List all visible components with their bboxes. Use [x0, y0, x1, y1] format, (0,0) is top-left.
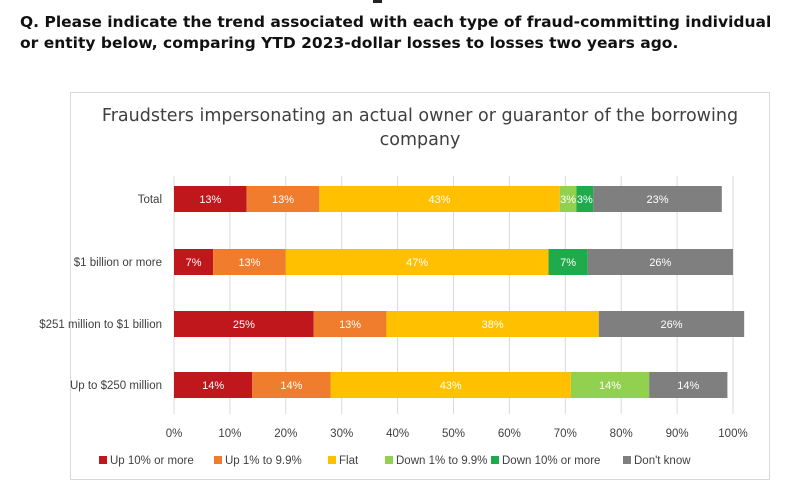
x-tick-label: 70%	[554, 428, 577, 440]
category-label: $251 million to $1 billion	[39, 319, 162, 331]
legend-label: Up 1% to 9.9%	[225, 455, 302, 467]
category-label: Total	[138, 194, 162, 206]
x-tick-label: 20%	[274, 428, 297, 440]
bar-segment-down-10-or-more	[576, 186, 594, 212]
data-label: 43%	[429, 194, 451, 206]
question-text: Q. Please indicate the trend associated …	[20, 13, 772, 52]
data-label: 43%	[440, 380, 462, 392]
bar-segment-up-1-to-9-9	[246, 186, 320, 212]
x-tick-label: 10%	[218, 428, 241, 440]
legend-swatch-flat	[328, 456, 336, 464]
data-label: 13%	[238, 257, 260, 269]
data-label: 3%	[577, 194, 593, 206]
bar-segment-flat	[330, 372, 571, 398]
bar-segment-up-1-to-9-9	[252, 372, 331, 398]
legend-swatch-up-1-to-9-9	[214, 456, 222, 464]
x-tick-label: 90%	[666, 428, 689, 440]
bar-segment-don-t-know	[587, 249, 733, 275]
bar-segment-flat	[285, 249, 549, 275]
category-label: $1 billion or more	[74, 257, 162, 269]
bar-segment-don-t-know	[649, 372, 728, 398]
data-label: 26%	[649, 257, 671, 269]
data-label: 14%	[599, 380, 621, 392]
bar-segment-up-10-or-more	[174, 311, 314, 337]
legend-label: Don't know	[634, 455, 691, 467]
bar-segment-down-1-to-9-9	[570, 372, 650, 398]
data-label: 38%	[482, 319, 504, 331]
category-label: Up to $250 million	[70, 380, 162, 392]
data-label: 14%	[202, 380, 224, 392]
chart-title: Fraudsters impersonating an actual owner…	[101, 106, 739, 150]
bars: 13% 13% 43% 3% 3% 23% 7% 13% 47% 7% 26% 25% 13% 38% 26…	[174, 186, 745, 398]
bar-segment-don-t-know	[593, 186, 722, 212]
legend-label: Down 1% to 9.9%	[396, 455, 487, 467]
x-tick-label: 40%	[386, 428, 409, 440]
data-label: 3%	[560, 194, 576, 206]
bar-segment-up-10-or-more	[174, 186, 247, 212]
data-label: 14%	[677, 380, 699, 392]
x-tick-label: 80%	[610, 428, 633, 440]
bar-segment-up-10-or-more	[174, 372, 253, 398]
bar-segment-down-10-or-more	[548, 249, 588, 275]
legend-swatch-down-10-or-more	[491, 456, 499, 464]
bar-segment-don-t-know	[598, 311, 745, 337]
legend-swatch-don-t-know	[623, 456, 631, 464]
bar-segment-up-1-to-9-9	[313, 311, 387, 337]
legend-swatch-down-1-to-9-9	[385, 456, 393, 464]
x-tick-label: 60%	[498, 428, 521, 440]
legend: Up 10% or more Up 1% to 9.9% Flat Down 1% t…	[99, 455, 691, 467]
data-label: 7%	[186, 257, 202, 269]
category-labels: Total $1 billion or more $251 million to $…	[39, 194, 162, 392]
data-label: 23%	[647, 194, 669, 206]
data-label: 13%	[339, 319, 361, 331]
x-tick-label: 100%	[718, 428, 747, 440]
legend-label: Flat	[339, 455, 359, 467]
bar-segment-up-10-or-more	[174, 249, 214, 275]
data-label: 7%	[560, 257, 576, 269]
legend-label: Down 10% or more	[502, 455, 600, 467]
data-label: 25%	[233, 319, 255, 331]
x-tick-labels: 0% 10% 20% 30% 40% 50% 60% 70% 80% 90% 100%	[166, 428, 748, 440]
bar-segment-up-1-to-9-9	[213, 249, 286, 275]
legend-label: Up 10% or more	[110, 455, 194, 467]
x-tick-label: 30%	[330, 428, 353, 440]
top-edge-mark	[373, 0, 382, 3]
data-label: 13%	[272, 194, 294, 206]
data-label: 47%	[406, 257, 428, 269]
data-label: 26%	[660, 319, 682, 331]
bar-segment-flat	[386, 311, 599, 337]
legend-swatch-up-10-or-more	[99, 456, 107, 464]
data-label: 14%	[280, 380, 302, 392]
chart-frame	[70, 92, 770, 480]
bar-segment-flat	[319, 186, 560, 212]
data-label: 13%	[199, 194, 221, 206]
x-tick-label: 0%	[166, 428, 183, 440]
bar-segment-down-1-to-9-9	[559, 186, 577, 212]
x-tick-label: 50%	[442, 428, 465, 440]
